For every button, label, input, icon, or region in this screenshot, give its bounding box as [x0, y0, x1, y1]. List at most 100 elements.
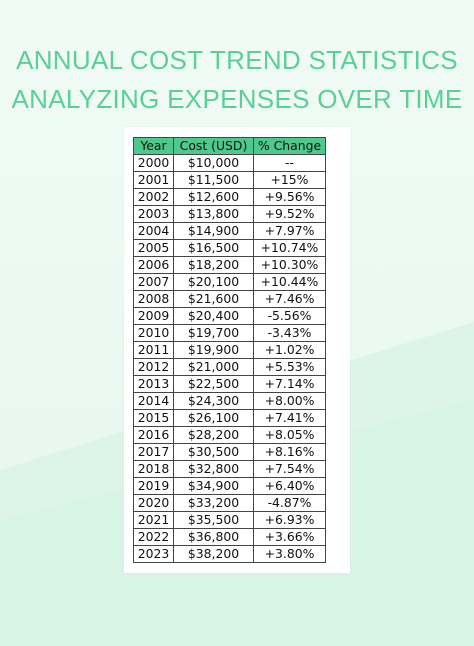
cell-change: +15%: [253, 171, 326, 189]
cell-cost: $21,000: [173, 358, 254, 376]
cell-cost: $19,900: [173, 341, 254, 359]
cell-year: 2000: [133, 154, 174, 172]
table-row: 2011 $19,900 +1.02%: [133, 341, 326, 359]
page-title-line-2: ANALYZING EXPENSES OVER TIME: [11, 84, 463, 114]
table-card: Year Cost (USD) % Change 2000 $10,000 -- 20…: [124, 127, 350, 573]
cell-cost: $30,500: [173, 443, 254, 461]
cell-cost: $32,800: [173, 460, 254, 478]
cell-change: +9.52%: [253, 205, 326, 223]
cell-change: +10.44%: [253, 273, 326, 291]
cell-cost: $24,300: [173, 392, 254, 410]
table-row: 2003 $13,800 +9.52%: [133, 205, 326, 223]
cell-year: 2013: [133, 375, 174, 393]
cell-cost: $33,200: [173, 494, 254, 512]
table-row: 2009 $20,400 -5.56%: [133, 307, 326, 325]
cell-year: 2014: [133, 392, 174, 410]
table-row: 2004 $14,900 +7.97%: [133, 222, 326, 240]
table-row: 2000 $10,000 --: [133, 154, 326, 172]
table-row: 2002 $12,600 +9.56%: [133, 188, 326, 206]
table-row: 2023 $38,200 +3.80%: [133, 545, 326, 563]
cell-year: 2018: [133, 460, 174, 478]
table-row: 2005 $16,500 +10.74%: [133, 239, 326, 257]
cost-table: Year Cost (USD) % Change 2000 $10,000 -- 20…: [133, 137, 326, 563]
cell-change: +6.40%: [253, 477, 326, 495]
table-row: 2019 $34,900 +6.40%: [133, 477, 326, 495]
cell-year: 2022: [133, 528, 174, 546]
cell-year: 2011: [133, 341, 174, 359]
cell-change: +7.97%: [253, 222, 326, 240]
cell-cost: $22,500: [173, 375, 254, 393]
table-row: 2001 $11,500 +15%: [133, 171, 326, 189]
cell-year: 2007: [133, 273, 174, 291]
cell-year: 2003: [133, 205, 174, 223]
cell-year: 2009: [133, 307, 174, 325]
cell-year: 2016: [133, 426, 174, 444]
cell-cost: $34,900: [173, 477, 254, 495]
table-row: 2006 $18,200 +10.30%: [133, 256, 326, 274]
cell-year: 2008: [133, 290, 174, 308]
cell-cost: $20,100: [173, 273, 254, 291]
cell-year: 2004: [133, 222, 174, 240]
cell-cost: $16,500: [173, 239, 254, 257]
cell-cost: $12,600: [173, 188, 254, 206]
cell-cost: $18,200: [173, 256, 254, 274]
table-row: 2020 $33,200 -4.87%: [133, 494, 326, 512]
table-row: 2017 $30,500 +8.16%: [133, 443, 326, 461]
cell-year: 2021: [133, 511, 174, 529]
table-row: 2021 $35,500 +6.93%: [133, 511, 326, 529]
cell-year: 2010: [133, 324, 174, 342]
cell-cost: $20,400: [173, 307, 254, 325]
cell-year: 2001: [133, 171, 174, 189]
cell-year: 2019: [133, 477, 174, 495]
table-row: 2012 $21,000 +5.53%: [133, 358, 326, 376]
table-row: 2010 $19,700 -3.43%: [133, 324, 326, 342]
table-header-row: Year Cost (USD) % Change: [133, 137, 326, 155]
cell-cost: $19,700: [173, 324, 254, 342]
cell-change: +6.93%: [253, 511, 326, 529]
cell-cost: $26,100: [173, 409, 254, 427]
cell-change: +8.05%: [253, 426, 326, 444]
cell-year: 2020: [133, 494, 174, 512]
cell-year: 2015: [133, 409, 174, 427]
cell-change: +10.74%: [253, 239, 326, 257]
cell-change: -4.87%: [253, 494, 326, 512]
cell-change: +7.14%: [253, 375, 326, 393]
header-cost: Cost (USD): [173, 137, 254, 155]
cell-change: +3.80%: [253, 545, 326, 563]
cell-change: +8.00%: [253, 392, 326, 410]
cell-cost: $10,000: [173, 154, 254, 172]
table-row: 2008 $21,600 +7.46%: [133, 290, 326, 308]
cell-change: +7.54%: [253, 460, 326, 478]
cell-change: --: [253, 154, 326, 172]
cell-cost: $21,600: [173, 290, 254, 308]
page-title-line-1: ANNUAL COST TREND STATISTICS: [16, 45, 458, 75]
cell-change: +3.66%: [253, 528, 326, 546]
table-row: 2014 $24,300 +8.00%: [133, 392, 326, 410]
cell-change: +1.02%: [253, 341, 326, 359]
table-body: 2000 $10,000 -- 2001 $11,500 +15% 2002 $12,600 +…: [133, 154, 326, 563]
cell-year: 2017: [133, 443, 174, 461]
cell-cost: $35,500: [173, 511, 254, 529]
table-row: 2007 $20,100 +10.44%: [133, 273, 326, 291]
cell-cost: $14,900: [173, 222, 254, 240]
table-row: 2015 $26,100 +7.41%: [133, 409, 326, 427]
table-row: 2016 $28,200 +8.05%: [133, 426, 326, 444]
cell-year: 2006: [133, 256, 174, 274]
cell-year: 2012: [133, 358, 174, 376]
cell-change: +8.16%: [253, 443, 326, 461]
cell-change: +7.46%: [253, 290, 326, 308]
header-year: Year: [133, 137, 174, 155]
header-change: % Change: [253, 137, 326, 155]
cell-cost: $28,200: [173, 426, 254, 444]
cell-cost: $36,800: [173, 528, 254, 546]
table-row: 2018 $32,800 +7.54%: [133, 460, 326, 478]
cell-cost: $13,800: [173, 205, 254, 223]
cell-change: +7.41%: [253, 409, 326, 427]
cell-change: +5.53%: [253, 358, 326, 376]
table-row: 2013 $22,500 +7.14%: [133, 375, 326, 393]
table-row: 2022 $36,800 +3.66%: [133, 528, 326, 546]
cell-change: -5.56%: [253, 307, 326, 325]
cell-cost: $11,500: [173, 171, 254, 189]
cell-change: +10.30%: [253, 256, 326, 274]
cell-cost: $38,200: [173, 545, 254, 563]
